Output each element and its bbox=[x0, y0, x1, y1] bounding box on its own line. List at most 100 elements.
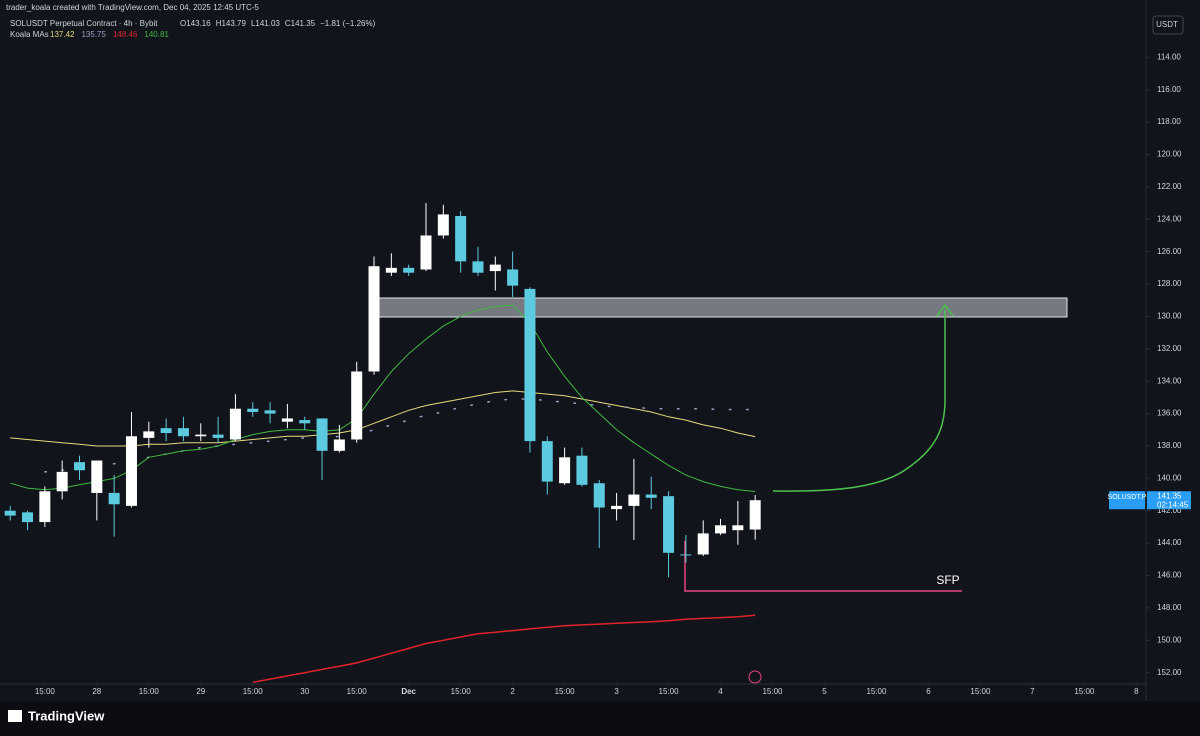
candle-body bbox=[663, 496, 675, 553]
candle-body bbox=[715, 525, 727, 534]
candle-body bbox=[108, 492, 120, 505]
legend-value: 137.42 bbox=[50, 30, 75, 39]
y-tick-label: 146.00 bbox=[1157, 571, 1182, 580]
candle-body bbox=[281, 418, 293, 422]
candle-body bbox=[73, 462, 85, 471]
candle-body bbox=[229, 408, 241, 440]
event-icon bbox=[748, 670, 762, 684]
candle-body bbox=[455, 216, 467, 262]
candle-body bbox=[524, 288, 536, 442]
candle-body bbox=[611, 505, 623, 510]
y-tick-label: 138.00 bbox=[1157, 441, 1182, 450]
candle-body bbox=[732, 525, 744, 531]
y-tick-label: 136.00 bbox=[1157, 409, 1182, 418]
candle-body bbox=[143, 431, 155, 438]
x-tick-label: 15:00 bbox=[451, 687, 472, 696]
chart-title: SOLUSDT Perpetual Contract · 4h · Bybit bbox=[10, 19, 158, 28]
price-tag-countdown: 02:14:45 bbox=[1157, 500, 1189, 509]
candle-body bbox=[437, 214, 449, 236]
candle-body bbox=[91, 460, 103, 493]
y-tick-label: 144.00 bbox=[1157, 538, 1182, 547]
x-tick-label: 15:00 bbox=[866, 687, 887, 696]
x-tick-label: 7 bbox=[1030, 687, 1035, 696]
x-tick-label: 2 bbox=[510, 687, 515, 696]
price-tag bbox=[1147, 491, 1191, 510]
x-tick-label: 3 bbox=[614, 687, 619, 696]
candle-body bbox=[177, 428, 189, 437]
candle-body bbox=[645, 494, 657, 498]
candle-body bbox=[403, 267, 415, 273]
y-tick-label: 140.00 bbox=[1157, 473, 1182, 482]
candle-body bbox=[385, 267, 397, 273]
ohlc-value: L141.03 bbox=[251, 19, 280, 28]
x-tick-label: Dec bbox=[401, 687, 416, 696]
indicator-name: Koala MAs bbox=[10, 30, 49, 39]
candle-body bbox=[507, 269, 519, 286]
candle-body bbox=[264, 410, 276, 414]
ohlc-value: C141.35 bbox=[285, 19, 316, 28]
candle-body bbox=[333, 439, 345, 451]
candle-body bbox=[420, 235, 432, 270]
x-tick-label: 29 bbox=[196, 687, 205, 696]
candle-body bbox=[125, 436, 137, 506]
x-tick-label: 15:00 bbox=[243, 687, 264, 696]
x-tick-label: 6 bbox=[926, 687, 931, 696]
x-tick-label: 15:00 bbox=[762, 687, 783, 696]
candle-body bbox=[160, 428, 172, 434]
y-tick-label: 132.00 bbox=[1157, 344, 1182, 353]
candle-body bbox=[541, 441, 553, 482]
candle-body bbox=[593, 483, 605, 508]
legend-value: 140.81 bbox=[144, 30, 169, 39]
candle-body bbox=[472, 261, 484, 273]
candle-body bbox=[351, 371, 363, 440]
x-tick-label: 4 bbox=[718, 687, 723, 696]
currency: USDT bbox=[1156, 20, 1178, 29]
moving-average bbox=[252, 614, 756, 684]
candle-body bbox=[368, 266, 380, 372]
x-tick-label: 5 bbox=[822, 687, 827, 696]
candle-body bbox=[22, 512, 34, 523]
y-tick-label: 120.00 bbox=[1157, 150, 1182, 159]
y-tick-label: 124.00 bbox=[1157, 214, 1182, 223]
candle-body bbox=[489, 264, 501, 272]
x-tick-label: 15:00 bbox=[347, 687, 368, 696]
candle-body bbox=[316, 418, 328, 451]
candle-body bbox=[628, 494, 640, 506]
projection-arrow bbox=[772, 310, 946, 492]
x-tick-label: 30 bbox=[300, 687, 309, 696]
y-tick-label: 152.00 bbox=[1157, 668, 1182, 677]
candle-body bbox=[680, 554, 692, 556]
y-tick-label: 130.00 bbox=[1157, 312, 1182, 321]
footer bbox=[0, 701, 1200, 736]
y-tick-label: 128.00 bbox=[1157, 279, 1182, 288]
y-tick-label: 118.00 bbox=[1157, 117, 1181, 126]
candle-body bbox=[697, 533, 709, 555]
x-tick-label: 15:00 bbox=[659, 687, 680, 696]
zone-box bbox=[378, 297, 1068, 318]
candle-body bbox=[576, 455, 588, 485]
x-tick-label: 15:00 bbox=[35, 687, 56, 696]
candle-body bbox=[4, 510, 16, 516]
candle-body bbox=[247, 408, 259, 412]
x-tick-label: 8 bbox=[1134, 687, 1139, 696]
ohlc-value: O143.16 bbox=[180, 19, 211, 28]
y-tick-label: 134.00 bbox=[1157, 376, 1182, 385]
logo-text: TradingView bbox=[28, 708, 105, 723]
y-tick-label: 116.00 bbox=[1157, 85, 1181, 94]
sfp-line bbox=[684, 541, 962, 592]
candle-body bbox=[749, 500, 761, 530]
candle-body bbox=[559, 457, 571, 484]
x-tick-label: 15:00 bbox=[970, 687, 991, 696]
ohlc-value: −1.81 (−1.26%) bbox=[320, 19, 375, 28]
y-tick-label: 150.00 bbox=[1157, 635, 1182, 644]
candle-body bbox=[212, 434, 224, 438]
x-tick-label: 15:00 bbox=[1074, 687, 1095, 696]
price-tag-value: 141.35 bbox=[1157, 491, 1182, 500]
x-tick-label: 28 bbox=[92, 687, 101, 696]
y-tick-label: 114.00 bbox=[1157, 52, 1181, 61]
candle-body bbox=[56, 471, 68, 492]
ohlc-value: H143.79 bbox=[216, 19, 247, 28]
